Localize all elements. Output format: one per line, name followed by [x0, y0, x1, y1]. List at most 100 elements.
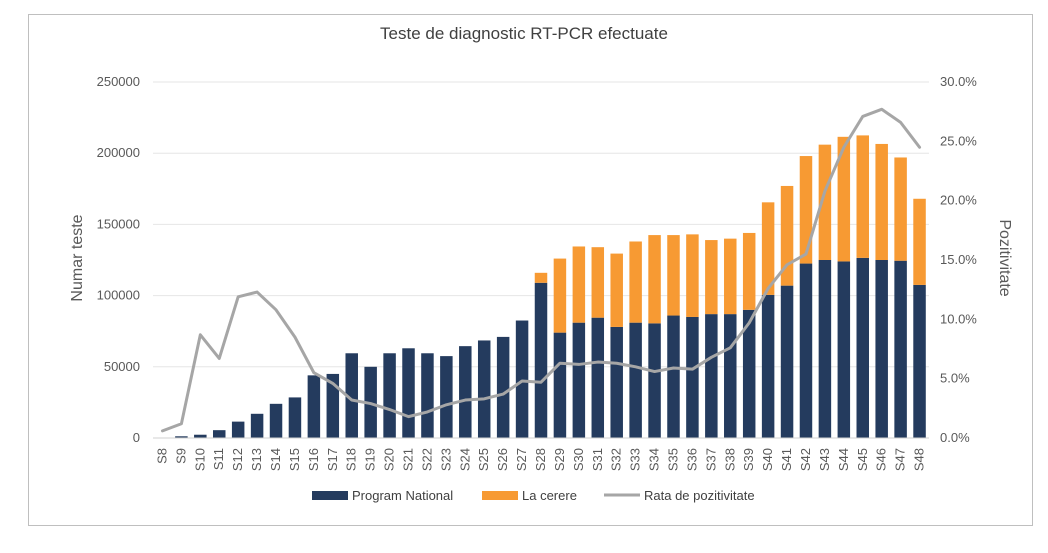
bar-la-cerere	[856, 135, 870, 258]
bar-program-national	[194, 434, 207, 438]
x-tick-label: S32	[609, 448, 624, 471]
positivity-line-group	[160, 107, 922, 433]
x-tick-label: S41	[779, 448, 794, 471]
x-tick-label: S9	[173, 448, 188, 464]
bar-program-national	[307, 375, 321, 438]
x-tick-label: S23	[438, 448, 453, 471]
bar-program-national	[742, 309, 756, 438]
bar-program-national	[648, 323, 661, 438]
bar-program-national	[459, 346, 472, 438]
legend-label: Program National	[352, 488, 453, 503]
bar-program-national	[629, 322, 642, 438]
bar-la-cerere	[724, 238, 737, 315]
bar-program-national	[553, 332, 567, 438]
x-tick-label: S34	[647, 448, 662, 471]
y2-axis-title: Pozitivitate	[996, 219, 1013, 296]
bar-program-national	[837, 261, 851, 438]
x-tick-label: S30	[571, 448, 586, 471]
y2-tick-label: 0.0%	[940, 430, 970, 445]
bar-la-cerere	[534, 272, 548, 283]
bar-la-cerere	[761, 202, 775, 295]
bar-program-national	[686, 316, 699, 438]
bar-program-national	[705, 314, 718, 438]
x-tick-label: S8	[154, 448, 169, 464]
bar-program-national	[856, 257, 870, 438]
bar-la-cerere	[894, 157, 907, 261]
x-tick-label: S25	[476, 448, 491, 471]
bar-program-national	[402, 348, 415, 438]
bar-program-national	[799, 263, 813, 438]
x-tick-label: S29	[552, 448, 567, 471]
y-tick-label: 0	[133, 430, 140, 445]
y2-tick-label: 30.0%	[940, 74, 977, 89]
x-tick-label: S26	[495, 448, 510, 471]
y2-tick-label: 15.0%	[940, 252, 977, 267]
y-tick-label: 250000	[97, 74, 140, 89]
bar-program-national	[761, 294, 775, 438]
x-tick-label: S47	[893, 448, 908, 471]
x-tick-label: S20	[382, 448, 397, 471]
bar-la-cerere	[648, 235, 661, 324]
bar-la-cerere	[742, 232, 756, 310]
x-tick-label: S46	[874, 448, 889, 471]
x-tick-label: S11	[211, 448, 226, 470]
bar-la-cerere	[686, 234, 699, 317]
x-tick-label: S12	[230, 448, 245, 471]
legend-swatch	[482, 491, 518, 500]
bar-la-cerere	[553, 258, 567, 333]
x-tick-label: S21	[401, 448, 416, 471]
x-tick-label: S17	[325, 448, 340, 471]
bar-program-national	[780, 285, 794, 438]
legend-swatch	[312, 491, 348, 500]
y-axis-title: Numar teste	[69, 214, 86, 301]
bar-program-national	[818, 260, 832, 438]
bar-program-national	[477, 340, 491, 438]
bar-la-cerere	[667, 235, 680, 316]
x-tick-label: S45	[855, 448, 870, 471]
bar-program-national	[534, 282, 548, 438]
axes: 0 50000 100000 150000 200000 250000 0.0% 5.0% 10…	[97, 74, 978, 471]
y-tick-label: 150000	[97, 216, 140, 231]
bar-program-national	[515, 320, 529, 438]
bar-la-cerere	[799, 156, 813, 264]
chart-title: Teste de diagnostic RT-PCR efectuate	[380, 24, 668, 43]
x-tick-label: S42	[798, 448, 813, 471]
x-tick-label: S19	[363, 448, 378, 471]
bar-la-cerere	[572, 246, 586, 323]
x-tick-label: S15	[287, 448, 302, 471]
legend-label: La cerere	[522, 488, 577, 503]
x-tick-label: S40	[760, 448, 775, 471]
bar-program-national	[875, 260, 888, 438]
bar-program-national	[667, 315, 680, 438]
x-tick-label: S27	[514, 448, 529, 471]
bar-program-national	[591, 317, 605, 438]
bar-la-cerere	[591, 247, 605, 318]
bar-program-national	[724, 314, 737, 438]
bar-la-cerere	[818, 144, 832, 260]
y2-tick-label: 5.0%	[940, 371, 970, 386]
bar-program-national	[440, 356, 453, 438]
x-tick-label: S35	[665, 448, 680, 471]
bar-program-national	[288, 397, 302, 438]
x-tick-label: S28	[533, 448, 548, 471]
legend: Program National La cerere Rata de pozitiv…	[312, 488, 755, 503]
bar-la-cerere	[705, 240, 718, 315]
bar-la-cerere	[629, 241, 642, 323]
legend-label: Rata de pozitivitate	[644, 488, 755, 503]
bar-program-national	[326, 373, 340, 438]
bar-program-national	[496, 336, 510, 438]
bar-la-cerere	[837, 136, 851, 262]
bars	[156, 135, 926, 438]
x-tick-label: S37	[703, 448, 718, 471]
y-tick-label: 200000	[97, 145, 140, 160]
bar-la-cerere	[913, 198, 926, 285]
y2-tick-label: 10.0%	[940, 311, 977, 326]
bar-program-national	[269, 403, 283, 438]
bar-la-cerere	[780, 185, 794, 286]
y2-tick-label: 20.0%	[940, 193, 977, 208]
y-tick-label: 100000	[97, 288, 140, 303]
x-tick-label: S44	[836, 448, 851, 471]
x-tick-label: S33	[628, 448, 643, 471]
y-tick-label: 50000	[104, 359, 140, 374]
